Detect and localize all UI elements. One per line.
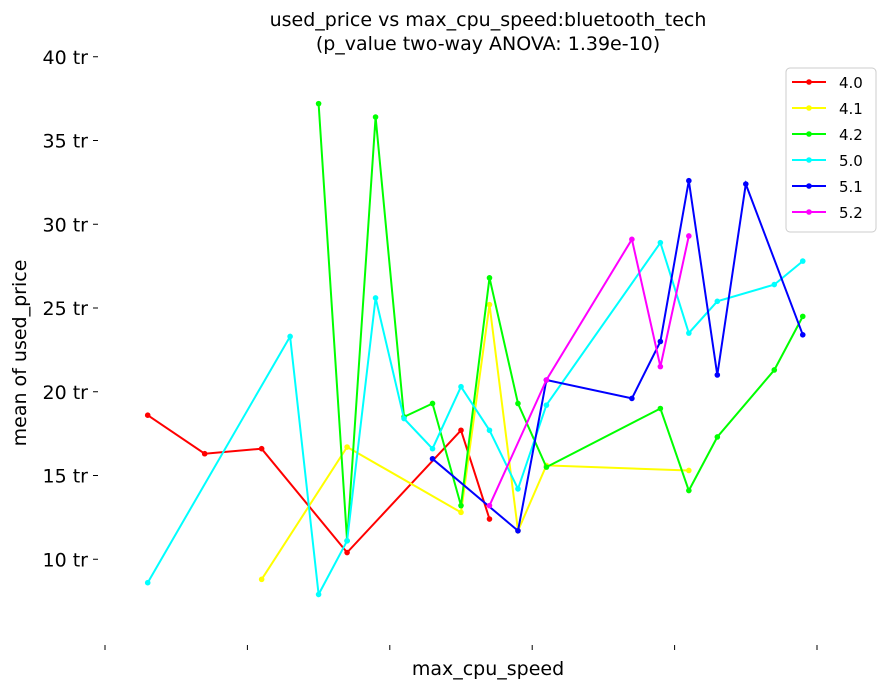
data-point (714, 434, 721, 440)
series-line (431, 180, 804, 533)
y-tick-label: 20 tr (43, 382, 89, 404)
x-axis-ticks (104, 645, 818, 650)
data-point (657, 363, 664, 370)
data-point (344, 538, 350, 544)
legend-item: 4.1 (792, 100, 863, 118)
data-point (258, 445, 265, 452)
legend-item: 5.0 (792, 152, 863, 170)
legend-label: 4.0 (839, 74, 863, 92)
series-5.0 (144, 239, 806, 598)
series-line (317, 103, 804, 541)
data-point (629, 395, 635, 402)
plot-area (144, 100, 806, 598)
data-point (799, 313, 806, 320)
data-point (458, 502, 464, 509)
data-point (629, 236, 635, 243)
series-5.2 (486, 233, 692, 509)
data-point (771, 281, 778, 288)
data-point (372, 295, 379, 301)
data-point (686, 330, 692, 336)
series-line (260, 304, 689, 580)
legend-swatch-marker (806, 105, 812, 111)
y-axis-ticks: 10 tr 15 tr 20 tr 25 tr 30 tr 35 tr 40 tr (43, 47, 98, 571)
data-point (657, 405, 664, 412)
data-point (458, 427, 464, 434)
data-point (486, 502, 493, 509)
data-point (201, 450, 208, 457)
data-point (543, 464, 550, 470)
legend-swatch-marker (806, 183, 812, 189)
y-tick-label: 15 tr (43, 466, 89, 488)
data-point (372, 114, 379, 120)
legend-label: 5.0 (839, 152, 863, 170)
data-point (714, 372, 721, 378)
data-point (657, 338, 664, 345)
data-point (401, 415, 407, 422)
data-point (486, 275, 493, 281)
data-point (287, 333, 293, 340)
y-tick-label: 25 tr (43, 298, 89, 320)
data-point (714, 298, 721, 305)
y-tick-label: 30 tr (43, 214, 89, 236)
data-point (515, 486, 521, 492)
legend-item: 5.2 (792, 204, 863, 222)
series-4.2 (315, 100, 806, 544)
series-4.0 (144, 412, 493, 556)
y-tick-label: 35 tr (43, 131, 89, 153)
data-point (543, 377, 550, 383)
data-point (486, 301, 493, 308)
data-point (315, 100, 322, 107)
legend-swatch-marker (806, 209, 812, 215)
data-point (344, 444, 350, 450)
legend-swatch-marker (806, 79, 812, 85)
data-point (429, 400, 436, 407)
data-point (686, 233, 692, 239)
data-point (344, 549, 350, 556)
data-point (686, 467, 692, 474)
y-tick-label: 10 tr (43, 549, 89, 571)
y-tick-label: 40 tr (43, 47, 89, 69)
series-line (146, 240, 804, 598)
data-point (144, 412, 151, 419)
chart-title: used_price vs max_cpu_speed:bluetooth_te… (270, 9, 707, 31)
data-point (657, 239, 664, 246)
data-point (429, 445, 436, 452)
data-point (799, 258, 806, 264)
legend-swatch-marker (806, 157, 812, 163)
chart-subtitle: (p_value two-way ANOVA: 1.39e-10) (316, 33, 660, 55)
series-5.1 (429, 177, 806, 534)
data-point (799, 332, 806, 338)
data-point (458, 509, 464, 516)
legend-label: 4.1 (839, 100, 863, 118)
legend-label: 4.2 (839, 126, 863, 144)
legend-swatch-marker (806, 131, 812, 137)
data-point (258, 576, 265, 583)
series-line (488, 235, 690, 507)
legend: 4.0 4.1 4.2 5.0 5.1 5.2 (785, 67, 877, 233)
data-point (144, 579, 151, 586)
series-4.1 (258, 301, 692, 583)
data-point (686, 177, 692, 184)
data-point (686, 487, 692, 494)
series-line (147, 414, 491, 555)
data-point (743, 181, 749, 187)
y-axis-label: mean of used_price (9, 260, 31, 447)
data-point (458, 383, 464, 390)
legend-item: 5.1 (792, 178, 863, 196)
data-point (771, 367, 778, 373)
data-point (429, 455, 436, 462)
data-point (486, 427, 493, 434)
data-point (515, 527, 521, 534)
data-point (315, 591, 322, 598)
data-point (486, 516, 493, 522)
legend-item: 4.0 (792, 74, 863, 92)
legend-item: 4.2 (792, 126, 863, 144)
legend-label: 5.1 (839, 178, 863, 196)
legend-label: 5.2 (839, 204, 863, 222)
x-axis-label: max_cpu_speed (412, 658, 564, 680)
data-point (515, 400, 521, 407)
data-point (543, 402, 550, 408)
